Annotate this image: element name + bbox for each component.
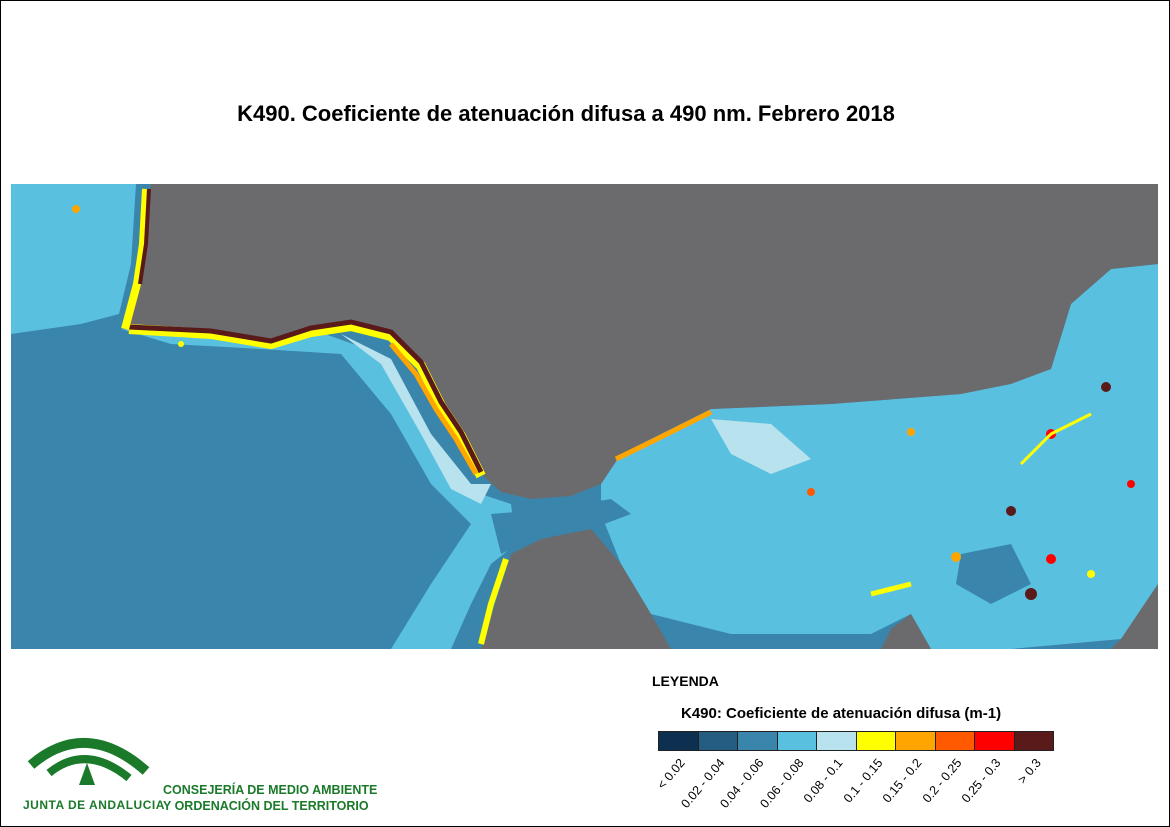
turbid-streak-east [1019, 412, 1092, 466]
turbid-spot [1046, 554, 1056, 564]
turbid-spot [1087, 570, 1095, 578]
turbid-spot [1101, 382, 1111, 392]
alboran-dark-patch [956, 544, 1031, 604]
legend-swatch [698, 732, 738, 750]
logo-arc-inner [46, 755, 132, 782]
turbid-spot [907, 428, 915, 436]
turbid-spot [178, 341, 184, 347]
coastal-band-africa [478, 558, 509, 645]
africa-land [481, 529, 671, 649]
legend-swatch [975, 732, 1015, 750]
legend-swatch [935, 732, 975, 750]
legend-swatch [659, 732, 699, 750]
turbid-spot [951, 552, 961, 562]
turbid-spot [1006, 506, 1016, 516]
logo-tree [79, 763, 95, 785]
legend-swatch [817, 732, 857, 750]
legend-tick-label: 0.25 - 0.3 [958, 756, 1004, 806]
africa-land-far-east [1111, 584, 1158, 649]
legend-title: K490: Coeficiente de atenuación difusa (… [681, 705, 1002, 722]
alboran-light-patch [711, 419, 811, 474]
turbid-streak-alboran [870, 581, 912, 597]
legend-color-bar [658, 731, 1054, 751]
coastal-high-band-west [121, 188, 150, 331]
legend-tick-label: 0.2 - 0.25 [919, 756, 965, 806]
legend-tick-label: > 0.3 [1014, 756, 1044, 787]
legend-swatch [777, 732, 817, 750]
legend-swatch [856, 732, 896, 750]
turbid-spot [1025, 588, 1037, 600]
logo-text: JUNTA DE ANDALUCIA [23, 798, 165, 812]
coastal-orange-gulf [389, 342, 479, 476]
atlantic-shelf-west [11, 184, 136, 334]
alboran-sea [601, 264, 1158, 649]
africa-land-east [881, 614, 931, 649]
department-name-line2: Y ORDENACIÓN DEL TERRITORIO [163, 799, 369, 813]
legend-tick-label: 0.08 - 0.1 [800, 756, 846, 806]
turbid-spot [1127, 480, 1135, 488]
gulf-inner-band [121, 329, 516, 649]
coastal-very-high-band-gulf [128, 319, 484, 474]
strait-channel [491, 499, 631, 554]
legend-tick-label: 0.1 - 0.15 [840, 756, 886, 806]
gulf-lightest-band [341, 334, 491, 504]
coastal-very-high-band-west [138, 188, 151, 285]
legend-swatch [1014, 732, 1053, 750]
k490-map [11, 184, 1158, 649]
legend-heading: LEYENDA [652, 673, 719, 689]
legend-swatch [896, 732, 936, 750]
department-name-line1: CONSEJERÍA DE MEDIO AMBIENTE [163, 783, 378, 797]
map-title: K490. Coeficiente de atenuación difusa a… [237, 101, 895, 126]
legend-tick-label: < 0.02 [654, 756, 688, 792]
coastal-band-med [614, 409, 713, 462]
junta-andalucia-logo [27, 738, 150, 785]
legend-tick-label: 0.15 - 0.2 [879, 756, 925, 806]
turbid-spot [807, 488, 815, 496]
logo-arc-outer [27, 738, 150, 775]
iberia-land [123, 184, 1158, 499]
turbid-spot [72, 205, 80, 213]
legend-swatch [738, 732, 778, 750]
